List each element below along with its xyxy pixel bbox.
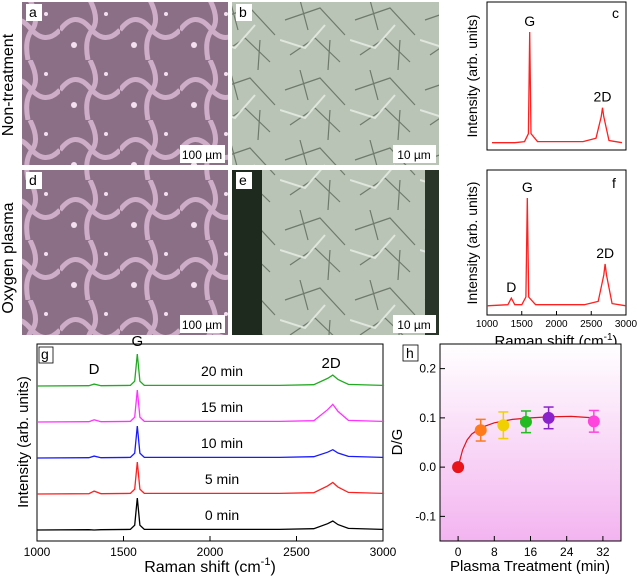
peak-label-g-d: D [89, 361, 100, 378]
peak-label-g-2d: 2D [322, 355, 341, 372]
chart-g-series-line [36, 389, 384, 423]
peak-label-f-d: D [506, 279, 516, 295]
row-label-non-treatment: Non-treatment [0, 33, 17, 136]
xtick-label-g: 1000 [24, 545, 51, 559]
panel-letter-b: b [239, 4, 247, 20]
data-point [452, 461, 465, 474]
micrograph-e-dark-edge [232, 170, 262, 335]
micrograph-a [22, 2, 228, 165]
ytick-label-h: 0.1 [419, 411, 436, 425]
peak-label-g-g: G [132, 333, 144, 350]
xtick-label-f: 1500 [511, 319, 534, 330]
chart-h-xlabel: Plasma Treatment (min) [450, 558, 610, 575]
panel-e: e 10 µm [232, 170, 439, 335]
chart-f-frame [486, 169, 627, 316]
xtick-label-g: 3000 [370, 545, 397, 559]
panel-a: a 100 µm [22, 2, 228, 165]
ytick-label-h: 0.0 [419, 460, 436, 474]
data-point [474, 424, 487, 437]
peak-label-f-g: G [522, 179, 533, 195]
scale-label-a: 100 µm [182, 148, 222, 162]
xtick-label-g: 2000 [197, 545, 224, 559]
chart-g-series-label: 10 min [201, 435, 243, 451]
chart-h-frame [439, 343, 622, 542]
chart-g-series-label: 20 min [201, 363, 243, 379]
chart-f: f Intensity (arb. units) D G 2D 1000 1500 20… [464, 169, 637, 350]
chart-h-ylabel: D/G [389, 429, 406, 456]
chart-g: g Intensity (arb. units) 0 min 5 min 10 mi… [15, 333, 397, 576]
chart-c-ylabel: Intensity (arb. units) [464, 15, 480, 138]
data-point [542, 411, 555, 424]
xtick-label-h: 8 [491, 545, 498, 559]
chart-g-ylabel: Intensity (arb. units) [15, 376, 32, 508]
chart-g-xlabel: Raman shift (cm-1) [144, 556, 276, 576]
panel-letter-h: h [406, 345, 414, 361]
xtick-label-f: 1000 [476, 319, 499, 330]
xtick-label-h: 0 [455, 545, 462, 559]
chart-c-series-line [492, 31, 623, 144]
chart-g-frame [36, 343, 384, 542]
peak-label-c-2d: 2D [594, 89, 612, 105]
scale-label-d: 100 µm [182, 318, 222, 332]
micrograph-d [22, 170, 228, 335]
row-label-oxygen-plasma: Oxygen plasma [0, 202, 17, 313]
peak-label-c-g: G [524, 13, 535, 29]
chart-h-fit-curve [457, 415, 594, 468]
chart-h: h D/G 0 8 16 24 32 -0.1 0.0 0.1 0.2 Plasma Treat… [389, 343, 622, 575]
xtick-label-h: 24 [560, 545, 574, 559]
chart-g-series-line [36, 425, 384, 459]
peak-label-f-2d: 2D [596, 245, 614, 261]
chart-g-series-line [36, 353, 384, 387]
xtick-label-f: 2500 [580, 319, 603, 330]
ytick-label-h: 0.2 [419, 362, 436, 376]
chart-g-series-label: 5 min [205, 471, 239, 487]
chart-g-series-line [36, 497, 384, 531]
data-point [587, 415, 600, 428]
panel-letter-g: g [41, 346, 49, 362]
xtick-label-f: 3000 [615, 319, 637, 330]
chart-c-frame [486, 1, 627, 151]
chart-g-series-label: 0 min [205, 507, 239, 523]
data-point [497, 419, 510, 432]
panel-b: b 10 µm [232, 2, 439, 165]
panel-letter-e: e [239, 172, 247, 188]
xtick-label-g: 2500 [283, 545, 310, 559]
chart-f-series-line [486, 197, 627, 307]
panel-letter-c: c [612, 5, 619, 21]
xtick-label-h: 32 [596, 545, 610, 559]
micrograph-e-dark-edge-right [425, 170, 439, 335]
ytick-label-h: -0.1 [415, 509, 436, 523]
panel-letter-a: a [29, 4, 37, 20]
xtick-label-g: 1500 [110, 545, 137, 559]
data-point [519, 415, 532, 428]
chart-c: c Intensity (arb. units) G 2D [464, 1, 627, 151]
panel-d: d 100 µm [22, 170, 228, 335]
micrograph-e [232, 170, 439, 335]
xtick-label-h: 16 [524, 545, 538, 559]
micrograph-b [232, 2, 439, 165]
panel-letter-f: f [612, 175, 616, 191]
xtick-label-f: 2000 [545, 319, 568, 330]
chart-g-series-line [36, 461, 384, 495]
scale-label-b: 10 µm [397, 148, 431, 162]
scale-label-e: 10 µm [397, 318, 431, 332]
chart-f-ylabel: Intensity (arb. units) [464, 182, 480, 305]
chart-g-series-label: 15 min [201, 399, 243, 415]
panel-letter-d: d [29, 172, 37, 188]
